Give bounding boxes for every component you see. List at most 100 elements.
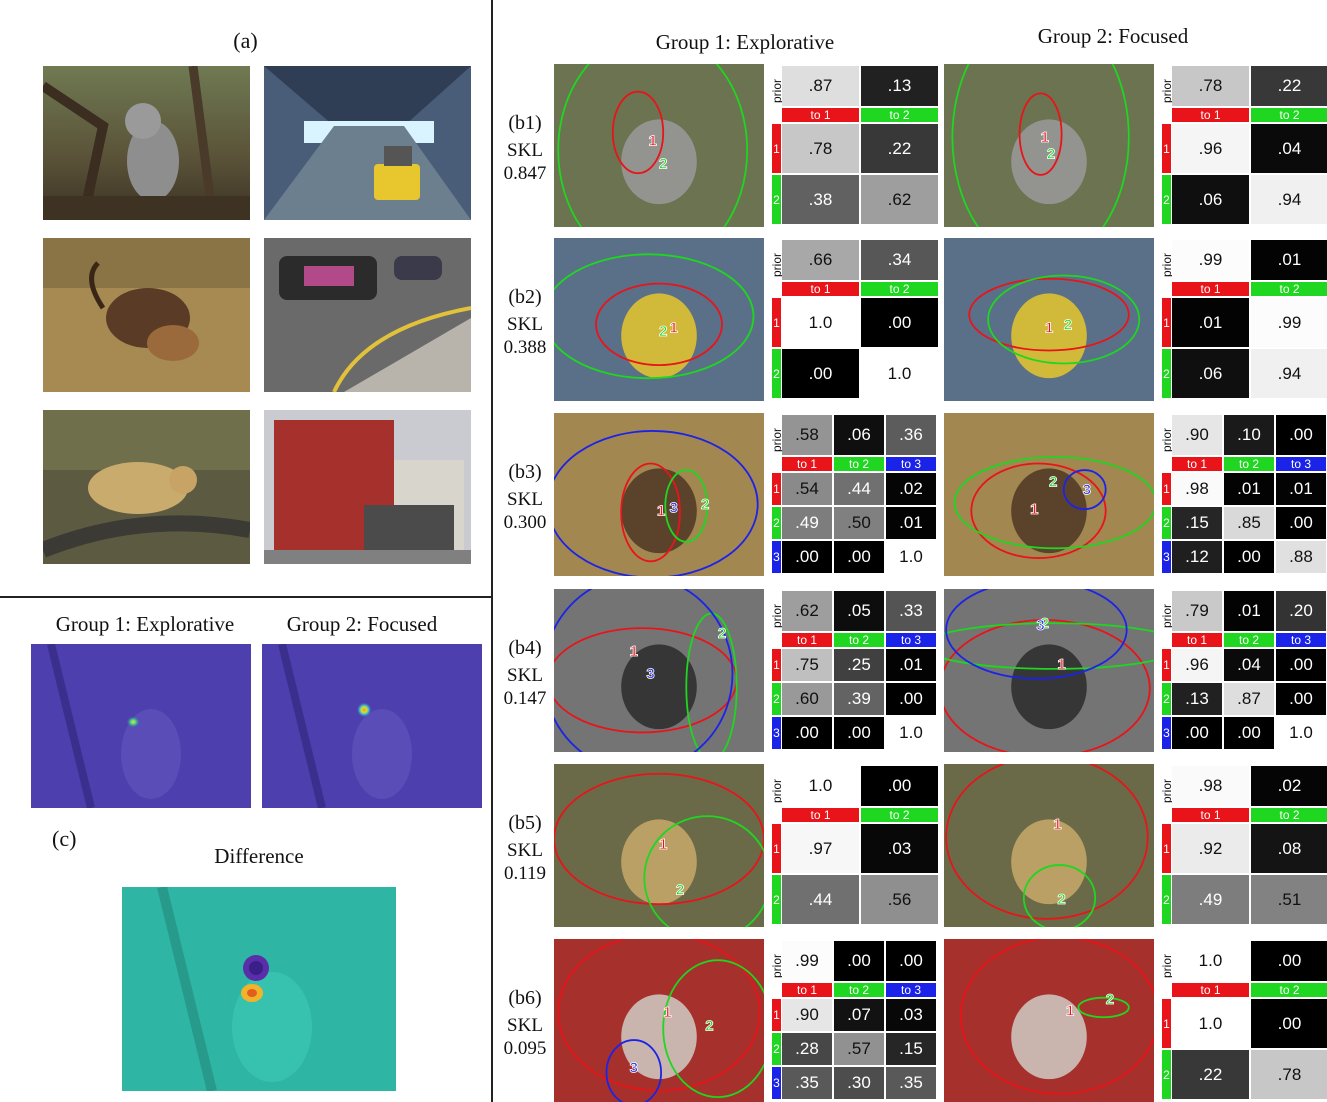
scene-svg: 12 <box>944 764 1154 927</box>
state-tag-2: 2 <box>772 507 781 539</box>
state-tag-3: 3 <box>772 541 781 573</box>
to-header-3: to 3 <box>1276 633 1326 647</box>
prior-cell-1: .58 <box>782 415 832 455</box>
prior-cell-3: .33 <box>886 591 936 631</box>
transition-cell-2-2: .51 <box>1251 875 1327 924</box>
state-tag-1: 1 <box>1162 649 1171 681</box>
prior-cell-3: .20 <box>1276 591 1326 631</box>
scene-svg: 1 23 <box>944 589 1154 752</box>
scene-subject <box>621 119 697 205</box>
cluster-ellipse-2 <box>557 64 749 227</box>
transition-cell-3-1: .12 <box>1172 541 1222 573</box>
cluster-label-2: 2 <box>1106 991 1114 1008</box>
cluster-label-1: 1 <box>649 133 657 150</box>
transition-cell-1-1: .90 <box>782 999 832 1031</box>
cluster-label-2: 2 <box>1064 316 1072 333</box>
transition-cell-1-1: .78 <box>782 124 859 173</box>
row-label-3: (b3) SKL 0.300 <box>497 461 553 534</box>
transition-cell-3-1: .00 <box>782 541 832 573</box>
state-tag-1: 1 <box>772 649 781 681</box>
cluster-ellipse-2 <box>662 959 764 1098</box>
row-label-2: (b2) SKL 0.388 <box>497 286 553 359</box>
skl-label: SKL <box>507 313 543 335</box>
cluster-ellipse-2 <box>664 469 709 543</box>
cluster-label-3: 3 <box>670 499 678 516</box>
state-tag-3: 3 <box>1162 717 1171 749</box>
transition-cell-3-2: .00 <box>1224 541 1274 573</box>
prior-cell-3: .00 <box>886 941 936 981</box>
transition-cell-2-2: .94 <box>1251 175 1327 224</box>
cluster-label-2: 2 <box>659 155 667 172</box>
scene-svg: 12 <box>554 764 764 927</box>
row-id: (b3) <box>508 460 542 483</box>
scene-subject <box>1011 644 1087 730</box>
transition-cell-1-2: .01 <box>1224 473 1274 505</box>
state-tag-3: 3 <box>772 1067 781 1099</box>
to-header-2: to 2 <box>1224 633 1274 647</box>
prior-cell-3: .00 <box>1276 415 1326 455</box>
to-header-1: to 1 <box>1172 108 1249 122</box>
prior-cell-2: .00 <box>834 941 884 981</box>
transition-cell-2-3: .00 <box>1276 683 1326 715</box>
transition-cell-3-1: .35 <box>782 1067 832 1099</box>
thumbnail-leopard <box>43 410 250 564</box>
thumbnail-koala <box>43 66 250 220</box>
transition-cell-2-2: .50 <box>834 507 884 539</box>
scene-subject <box>1011 468 1087 554</box>
prior-cell-1: .62 <box>782 591 832 631</box>
heatmap-group2-title: Group 2: Focused <box>286 612 438 636</box>
transition-cell-2-3: .00 <box>886 683 936 715</box>
cluster-ellipse-1 <box>959 939 1154 1095</box>
to-header-1: to 1 <box>782 983 832 997</box>
transition-cell-2-3: .15 <box>886 1033 936 1065</box>
scene-subject <box>1011 293 1087 379</box>
cluster-ellipse-3 <box>1062 469 1107 511</box>
thumbnail-red-building <box>264 410 471 564</box>
transition-cell-1-2: .04 <box>1224 649 1274 681</box>
state-tag-2: 2 <box>1162 507 1171 539</box>
transition-cell-2-1: .44 <box>782 875 859 924</box>
row-label-6: (b6) SKL 0.095 <box>497 987 553 1060</box>
cluster-label-1: 1 <box>663 1004 671 1021</box>
transition-cell-3-3: 1.0 <box>886 717 936 749</box>
skl-label: SKL <box>507 139 543 161</box>
cluster-label-3: 3 <box>646 666 654 683</box>
skl-value: 0.300 <box>503 511 547 533</box>
transition-cell-3-1: .00 <box>782 717 832 749</box>
to-header-2: to 2 <box>1251 108 1327 122</box>
transition-cell-2-2: .56 <box>861 875 938 924</box>
transition-cell-2-1: .22 <box>1172 1050 1249 1099</box>
prior-cell-2: .06 <box>834 415 884 455</box>
cluster-ellipse-1 <box>595 282 723 367</box>
cluster-ellipse-2 <box>951 64 1130 227</box>
cluster-ellipse-1 <box>944 619 1151 752</box>
cluster-label-1: 1 <box>1041 129 1049 146</box>
transition-cell-2-1: .15 <box>1172 507 1222 539</box>
cluster-label-1: 1 <box>1057 656 1065 673</box>
skl-label: SKL <box>507 664 543 686</box>
to-header-2: to 2 <box>1224 457 1274 471</box>
scene-svg: 12 <box>554 238 764 401</box>
transition-cell-2-2: .39 <box>834 683 884 715</box>
prior-cell-2: .22 <box>1251 66 1327 106</box>
skl-value: 0.119 <box>503 862 547 884</box>
prior-cell-1: .99 <box>1172 240 1249 280</box>
scene-subject <box>621 994 697 1080</box>
cluster-label-3: 3 <box>630 1060 638 1077</box>
transition-cell-1-2: .99 <box>1251 298 1327 347</box>
skl-label: SKL <box>507 839 543 861</box>
prior-cell-2: .00 <box>861 766 938 806</box>
prior-cell-3: .36 <box>886 415 936 455</box>
state-tag-3: 3 <box>772 717 781 749</box>
prior-cell-2: .05 <box>834 591 884 631</box>
cluster-ellipse-2 <box>944 622 1154 670</box>
state-tag-2: 2 <box>1162 1050 1171 1099</box>
prior-cell-2: .10 <box>1224 415 1274 455</box>
b-group1-title: Group 1: Explorative <box>655 30 835 54</box>
skl-label: SKL <box>507 488 543 510</box>
panel-c-label: (c) <box>52 826 77 851</box>
cluster-label-2: 2 <box>1057 891 1065 908</box>
to-header-1: to 1 <box>1172 457 1222 471</box>
